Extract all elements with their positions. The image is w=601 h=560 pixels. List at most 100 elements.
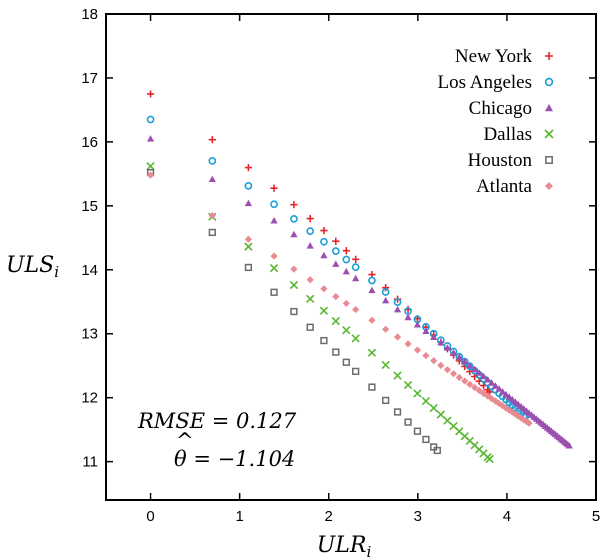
data-point bbox=[422, 435, 430, 444]
data-point bbox=[382, 325, 390, 333]
x-tick-label: 2 bbox=[325, 508, 333, 525]
x-tick-label: 4 bbox=[503, 508, 511, 525]
data-point bbox=[381, 360, 390, 370]
data-point bbox=[351, 334, 360, 343]
data-point bbox=[270, 184, 278, 192]
data-point bbox=[404, 313, 412, 321]
data-point bbox=[393, 298, 402, 306]
data-point bbox=[413, 427, 422, 435]
legend-label: Atlanta bbox=[476, 176, 532, 197]
data-point bbox=[525, 419, 533, 427]
data-point bbox=[393, 305, 402, 313]
data-point bbox=[368, 286, 376, 294]
y-tick-label: 16 bbox=[81, 134, 98, 151]
data-point bbox=[502, 390, 510, 398]
annotation-rmse: RMSE = 0.127 bbox=[137, 409, 297, 433]
data-point bbox=[208, 156, 217, 165]
x-tick-label: 1 bbox=[235, 508, 243, 525]
data-point bbox=[461, 357, 469, 365]
y-tick-label: 12 bbox=[81, 390, 98, 407]
data-point bbox=[485, 454, 494, 464]
data-point bbox=[381, 288, 390, 296]
data-point bbox=[244, 163, 253, 172]
annotation-theta-hat-accent: ^ bbox=[176, 429, 194, 453]
legend-label: Dallas bbox=[483, 124, 532, 145]
legend-item: Dallas bbox=[483, 124, 554, 145]
data-point bbox=[352, 274, 360, 282]
data-point bbox=[491, 382, 500, 389]
data-point bbox=[475, 386, 483, 395]
x-axis-title: ULRi bbox=[317, 533, 372, 560]
annotation-theta-hat: θ = −1.104 bbox=[174, 447, 295, 471]
data-point bbox=[342, 299, 350, 308]
data-point bbox=[331, 316, 340, 326]
data-point bbox=[342, 267, 350, 275]
data-point bbox=[342, 247, 350, 255]
data-point bbox=[208, 228, 216, 237]
data-point bbox=[332, 237, 340, 245]
data-point bbox=[270, 288, 278, 296]
data-points bbox=[146, 90, 573, 464]
plot-frame bbox=[105, 13, 597, 501]
x-axis: 0 1 2 3 4 5 bbox=[146, 14, 600, 525]
data-point bbox=[498, 387, 507, 395]
data-point bbox=[208, 175, 216, 183]
data-point bbox=[306, 276, 314, 284]
legend-item: Houston bbox=[468, 150, 553, 171]
data-point bbox=[269, 263, 279, 273]
data-point bbox=[466, 380, 474, 388]
data-point bbox=[484, 376, 492, 383]
data-point bbox=[270, 217, 278, 224]
legend-item: Los Angeles bbox=[438, 72, 554, 93]
data-point bbox=[466, 361, 474, 369]
data-point bbox=[413, 389, 422, 398]
data-point bbox=[455, 353, 463, 361]
data-point bbox=[306, 323, 314, 331]
data-point bbox=[368, 383, 376, 391]
data-point bbox=[290, 307, 298, 316]
data-point bbox=[342, 326, 351, 335]
data-point bbox=[146, 171, 155, 179]
data-point bbox=[290, 230, 298, 238]
data-point bbox=[320, 285, 328, 293]
legend-label: New York bbox=[455, 46, 533, 67]
data-point bbox=[422, 327, 430, 334]
data-point bbox=[413, 346, 422, 354]
data-point bbox=[514, 412, 522, 420]
data-point bbox=[393, 371, 402, 380]
data-point bbox=[319, 306, 329, 315]
y-axis-title: ULSi bbox=[6, 253, 59, 281]
data-point bbox=[382, 284, 390, 292]
data-point bbox=[471, 383, 479, 392]
data-point bbox=[565, 442, 573, 449]
legend-marker bbox=[544, 129, 554, 139]
data-point bbox=[244, 235, 253, 243]
legend-marker bbox=[544, 77, 554, 87]
data-point bbox=[475, 369, 483, 376]
data-point bbox=[488, 395, 496, 403]
data-point bbox=[433, 446, 441, 455]
legend-item: Atlanta bbox=[476, 176, 553, 197]
data-point bbox=[437, 339, 445, 346]
data-point bbox=[522, 417, 531, 426]
series-atlanta bbox=[146, 171, 533, 427]
legend: New York Los Angeles Chicago Dallas Houston A… bbox=[438, 46, 554, 197]
data-point bbox=[146, 135, 155, 142]
data-point bbox=[306, 294, 315, 304]
data-point bbox=[393, 333, 402, 341]
y-tick-label: 17 bbox=[81, 70, 98, 87]
data-point bbox=[270, 252, 278, 260]
data-point bbox=[436, 410, 445, 419]
legend-label: Los Angeles bbox=[438, 72, 532, 93]
data-point bbox=[479, 372, 488, 380]
data-point bbox=[352, 255, 360, 263]
data-point bbox=[332, 260, 340, 267]
x-tick-label: 5 bbox=[592, 508, 600, 525]
data-point bbox=[484, 392, 492, 400]
data-point bbox=[368, 316, 376, 324]
data-point bbox=[517, 414, 525, 422]
data-point bbox=[495, 399, 503, 408]
data-point bbox=[306, 214, 314, 223]
y-tick-label: 18 bbox=[81, 6, 98, 23]
series-chicago bbox=[146, 135, 573, 449]
